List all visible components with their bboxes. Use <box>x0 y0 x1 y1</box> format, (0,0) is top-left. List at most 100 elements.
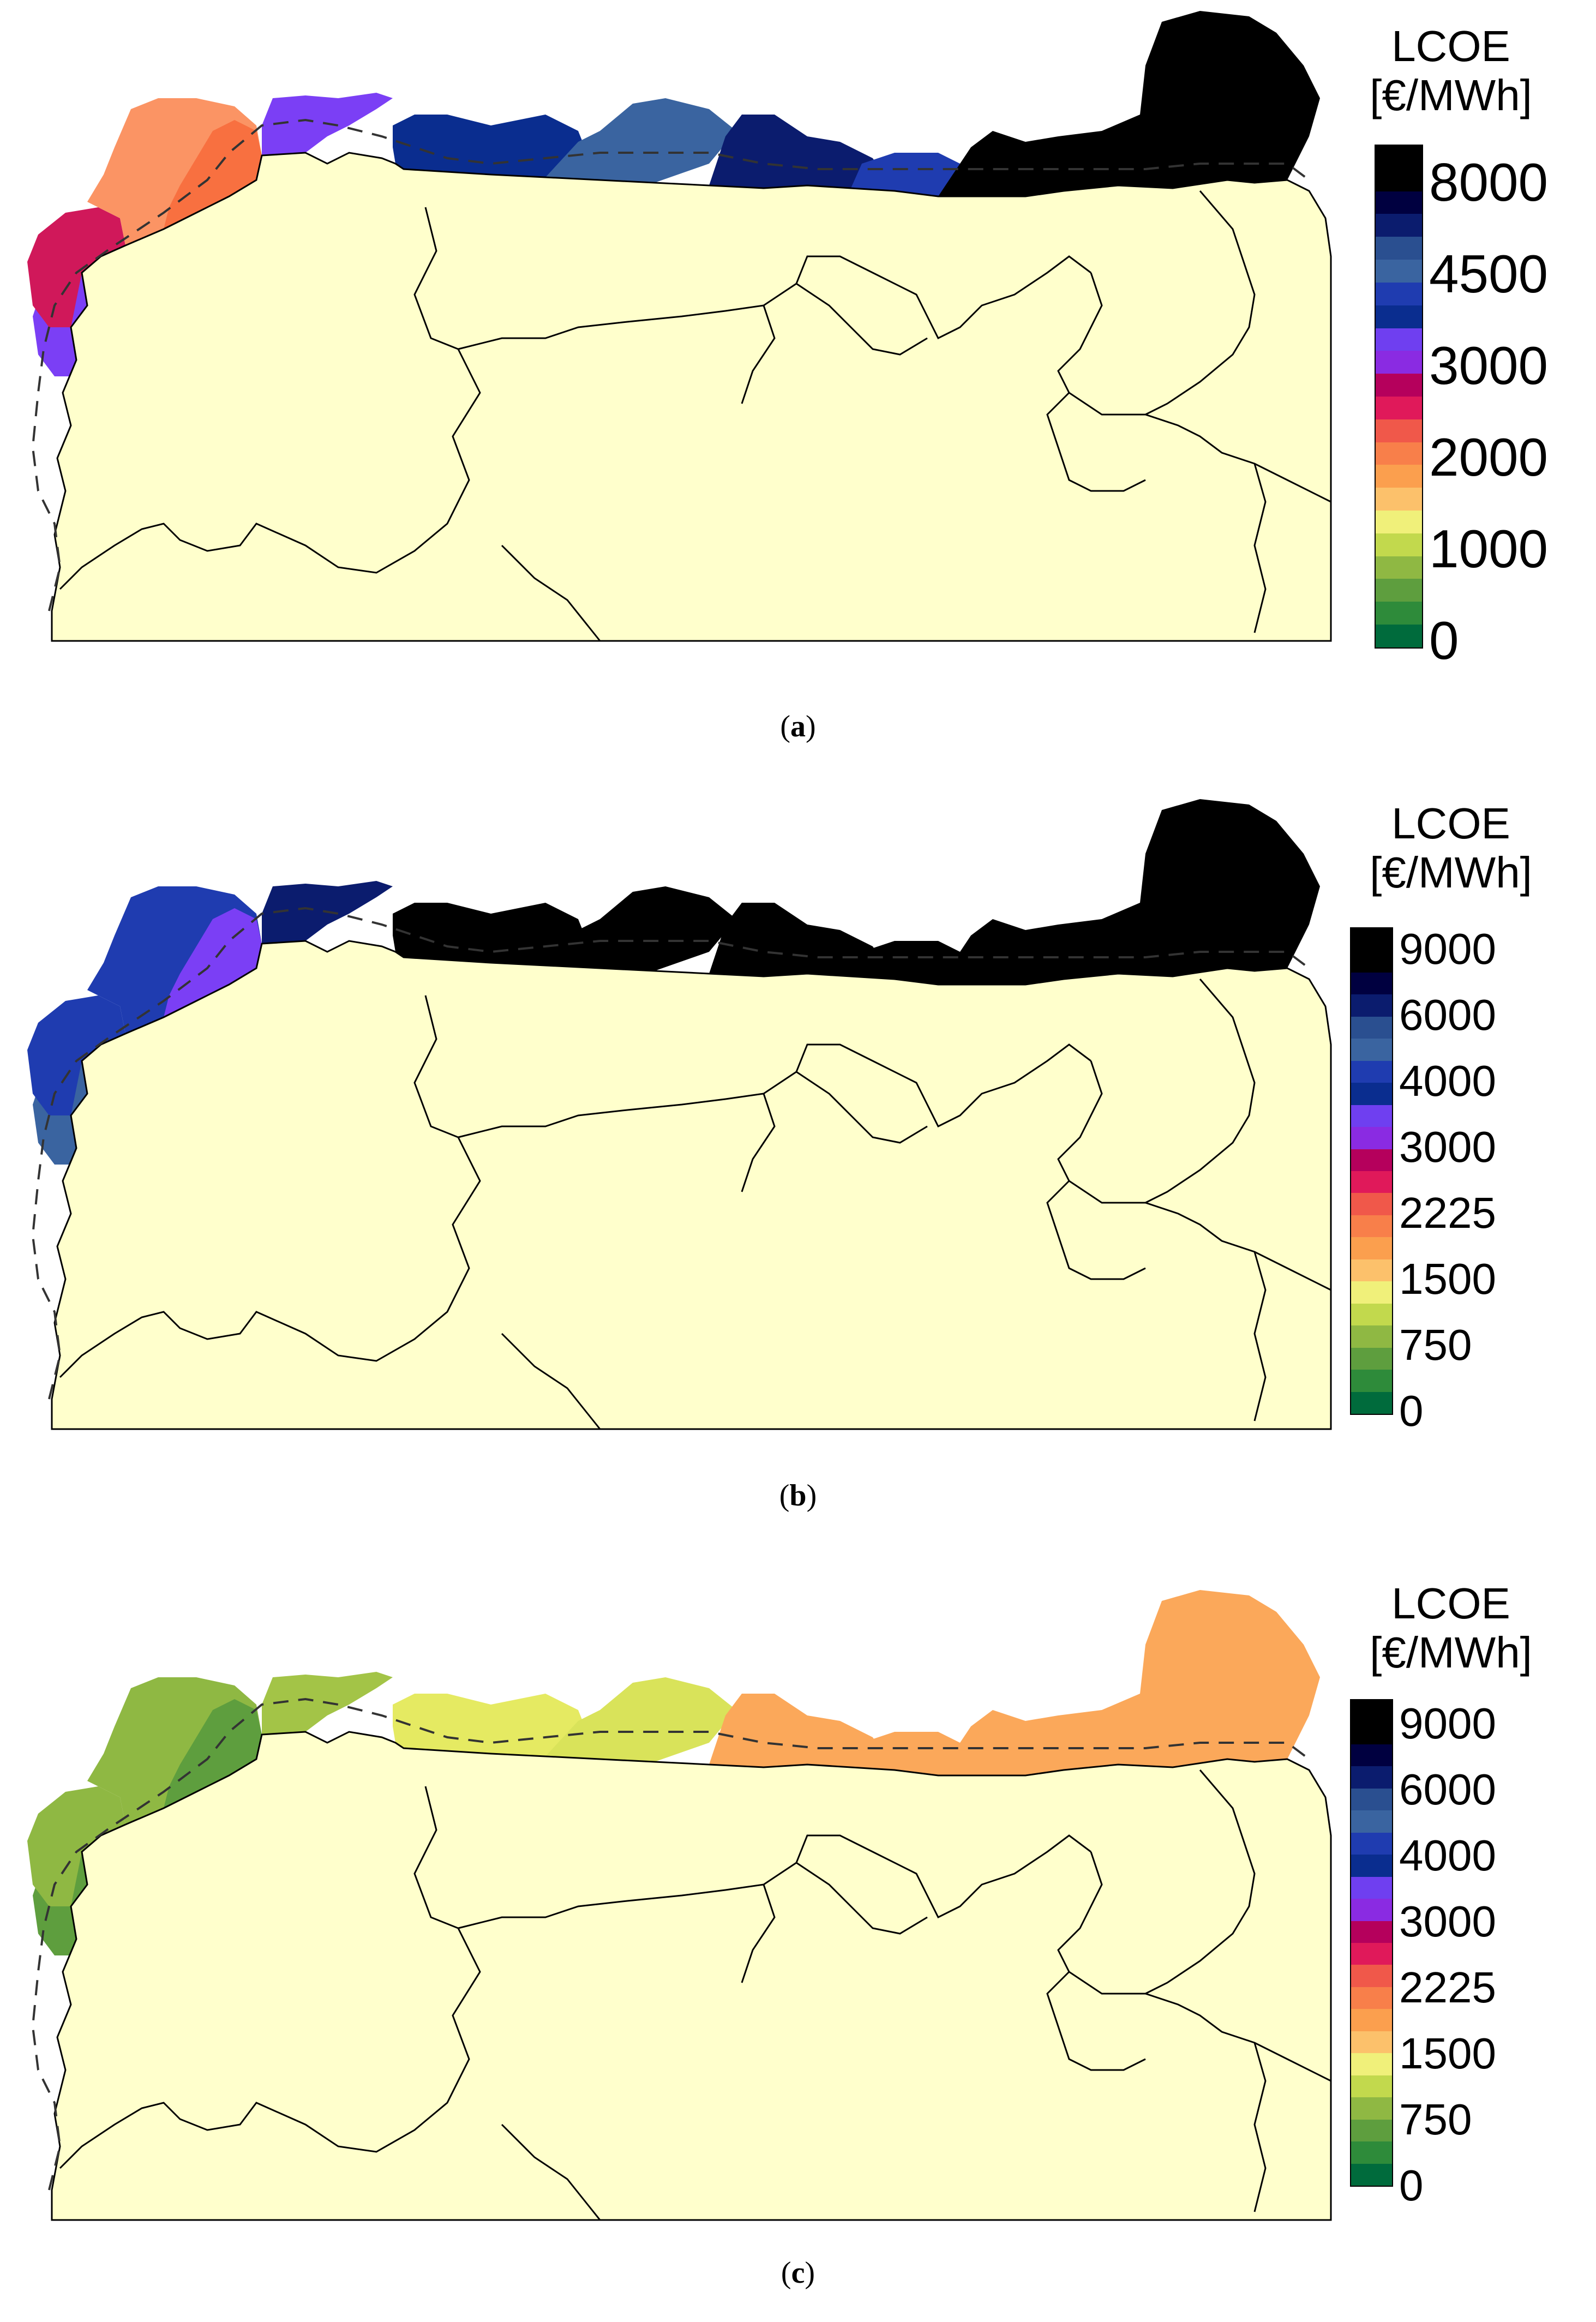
legend-tick-label: 0 <box>1399 2161 1424 2210</box>
region-border-8 <box>501 1333 601 1430</box>
legend-colorbar-b <box>1350 927 1393 1415</box>
colorbar-segment <box>1376 260 1422 283</box>
colorbar-segment <box>1351 2141 1392 2164</box>
lcoe-zone-west-top <box>27 995 125 1115</box>
map-panel-b: LCOE [€/MWh] 9000 6000 4000 3000 2225 1500 750… <box>0 788 1596 1568</box>
colorbar-segment <box>1351 1171 1392 1193</box>
colorbar-segment <box>1376 488 1422 511</box>
colorbar-segment <box>1376 191 1422 214</box>
colorbar-segment <box>1351 2163 1392 2186</box>
colorbar-segment <box>1351 1744 1392 1767</box>
colorbar-segment <box>1351 2031 1392 2054</box>
legend-tick-label: 1500 <box>1399 1255 1496 1303</box>
legend-title-a: LCOE [€/MWh] <box>1370 22 1532 119</box>
colorbar-segment <box>1376 214 1422 237</box>
region-border-1 <box>59 995 481 1378</box>
caption-c: (c) <box>781 2256 815 2290</box>
colorbar-segment <box>1376 442 1422 465</box>
colorbar-segment <box>1351 1127 1392 1149</box>
region-border-3 <box>796 283 928 356</box>
legend-tick-label: 2000 <box>1429 427 1549 487</box>
colorbar-segment <box>1351 1016 1392 1039</box>
colorbar-segment <box>1376 396 1422 419</box>
colorbar-segment <box>1351 1788 1392 1811</box>
colorbar-segment <box>1351 1193 1392 1215</box>
region-border-6 <box>1253 2042 1267 2212</box>
colorbar-segment <box>1351 1325 1392 1348</box>
legend-tick-label: 4000 <box>1399 1057 1496 1105</box>
lcoe-zone-east <box>938 1590 1320 1775</box>
colorbar-segment <box>1351 2053 1392 2075</box>
region-border-1 <box>59 207 481 590</box>
colorbar-segment <box>1376 556 1422 579</box>
lcoe-zone-north-2 <box>393 1694 589 1756</box>
colorbar-segment <box>1351 1987 1392 2009</box>
legend-tick-label: 3000 <box>1429 335 1549 395</box>
legend-tick-label: 4000 <box>1399 1831 1496 1880</box>
colorbar-segment <box>1376 146 1422 169</box>
legend-tick-label: 1000 <box>1429 519 1549 579</box>
colorbar-segment <box>1351 1855 1392 1877</box>
colorbar-segment <box>1376 237 1422 260</box>
legend-tick-label: 0 <box>1399 1387 1424 1435</box>
colorbar-segment <box>1351 1766 1392 1789</box>
legend-tick-label: 6000 <box>1399 1765 1496 1814</box>
region-border-5 <box>1046 1971 1146 2071</box>
caption-b: (b) <box>779 1479 817 1513</box>
legend-tick-label: 750 <box>1399 2095 1472 2144</box>
region-border-3 <box>796 1071 928 1144</box>
caption-a: (a) <box>780 710 816 743</box>
lcoe-zone-north-4 <box>709 1694 895 1770</box>
legend-tick-label: 6000 <box>1399 991 1496 1039</box>
lcoe-map-b <box>0 788 1353 1432</box>
offshore-distance-line <box>31 907 1310 1400</box>
region-border-8 <box>501 2123 601 2221</box>
colorbar-segment <box>1351 1149 1392 1171</box>
legend-tick-label: 3000 <box>1399 1897 1496 1946</box>
colorbar-segment <box>1351 2075 1392 2098</box>
region-border-7 <box>1145 1769 1256 1995</box>
legend-tick-label: 0 <box>1429 610 1459 670</box>
colorbar-segment <box>1351 1876 1392 1899</box>
colorbar-segment <box>1351 972 1392 995</box>
colorbar-segment <box>1351 2009 1392 2031</box>
colorbar-segment <box>1376 602 1422 625</box>
region-border-1 <box>59 1786 481 2169</box>
colorbar-segment <box>1376 625 1422 647</box>
lcoe-zone-north-4 <box>709 903 895 979</box>
region-border-7 <box>1145 190 1256 416</box>
colorbar-segment <box>1351 2119 1392 2142</box>
colorbar-segment <box>1351 1259 1392 1282</box>
colorbar-segment <box>1376 579 1422 602</box>
region-border-6 <box>1253 463 1267 633</box>
colorbar-segment <box>1376 419 1422 442</box>
colorbar-segment <box>1351 1899 1392 1921</box>
region-border-9 <box>741 1093 776 1192</box>
land-mass <box>51 152 1332 642</box>
lcoe-zone-west-top <box>27 1786 125 1906</box>
colorbar-segment <box>1351 1832 1392 1855</box>
legend-tick-label: 2225 <box>1399 1963 1496 2012</box>
lcoe-zone-north-3 <box>545 98 736 183</box>
land-mass <box>51 1731 1332 2221</box>
region-border-5 <box>1046 1180 1146 1280</box>
colorbar-segment <box>1351 1039 1392 1061</box>
colorbar-segment <box>1351 1391 1392 1414</box>
legend-title-c: LCOE [€/MWh] <box>1370 1579 1532 1677</box>
colorbar-segment <box>1376 511 1422 533</box>
colorbar-segment <box>1351 1347 1392 1370</box>
colorbar-segment <box>1351 1722 1392 1744</box>
legend-tick-label: 750 <box>1399 1321 1472 1369</box>
colorbar-segment <box>1351 1083 1392 1105</box>
legend-colorbar-a <box>1375 145 1423 649</box>
map-panel-c: LCOE [€/MWh] 9000 6000 4000 3000 2225 1500 750… <box>0 1579 1596 2322</box>
region-border-9 <box>741 1884 776 1983</box>
region-border-8 <box>501 544 601 641</box>
colorbar-segment <box>1351 1281 1392 1304</box>
lcoe-map-c <box>0 1579 1353 2223</box>
colorbar-segment <box>1351 2097 1392 2120</box>
colorbar-segment <box>1351 1700 1392 1723</box>
legend-title-b: LCOE [€/MWh] <box>1370 799 1532 897</box>
legend-tick-label: 8000 <box>1429 152 1549 212</box>
offshore-distance-line <box>31 118 1310 611</box>
